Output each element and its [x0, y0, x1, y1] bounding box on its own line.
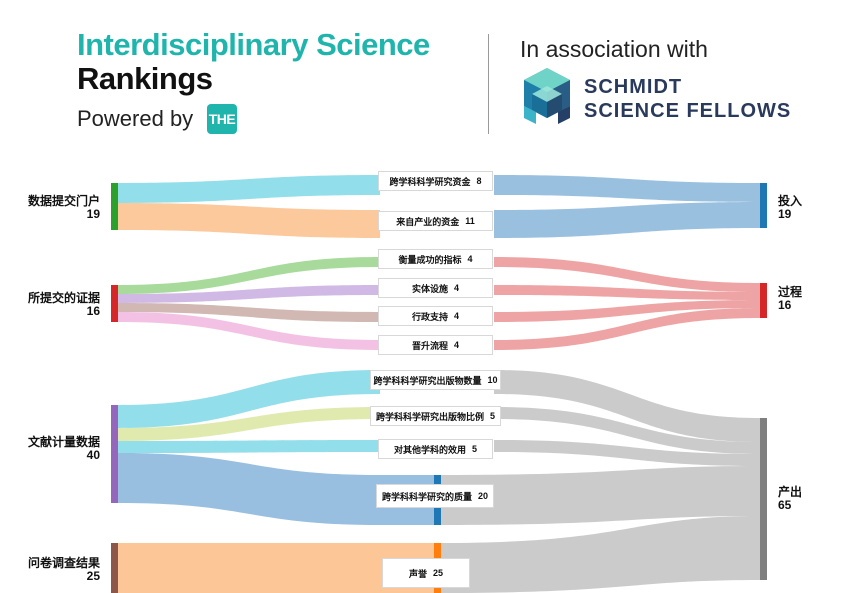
link-pubcount-to-output — [494, 370, 760, 442]
link-biblio-to-pubratio — [118, 407, 380, 441]
indicator-box: 跨学科科学研究资金 8 — [378, 171, 493, 191]
indicator-box: 晋升流程 4 — [378, 335, 493, 355]
link-evidence-to-metrics — [118, 257, 380, 294]
link-admin-to-process — [494, 300, 760, 322]
link-survey-to-reputation — [118, 543, 436, 593]
link-biblio-to-quality — [118, 453, 436, 525]
indicator-box: 对其他学科的效用 5 — [378, 439, 493, 459]
link-evidence-to-admin — [118, 303, 380, 322]
sankey-flows — [111, 175, 767, 593]
link-evidence-to-promotion — [118, 312, 380, 350]
page-header: Interdisciplinary Science Rankings Power… — [0, 0, 845, 150]
link-industry-to-input — [494, 202, 760, 238]
pillar-label-process: 过程 16 — [778, 285, 803, 312]
pillar-label-output: 产出 65 — [778, 485, 803, 512]
link-biblio-to-pubcount — [118, 370, 380, 428]
link-funding-to-input — [494, 175, 760, 202]
node-evidence — [111, 285, 118, 322]
powered-by-text: Powered by — [77, 106, 194, 131]
node-portal — [111, 183, 118, 230]
indicator-box: 衡量成功的指标 4 — [378, 249, 493, 269]
source-label-biblio: 文献计量数据 40 — [28, 435, 101, 462]
source-label-portal: 数据提交门户 19 — [28, 194, 101, 221]
association-text: In association with — [520, 36, 708, 62]
sankey-diagram: 数据提交门户 19 所提交的证据 16 文献计量数据 40 问卷调查结果 25 … — [0, 150, 845, 593]
rankings-title-line1: Interdisciplinary Science — [77, 27, 430, 62]
link-reputation-to-output — [440, 516, 760, 593]
link-pubratio-to-output — [494, 407, 760, 454]
the-logo: THE — [207, 104, 237, 134]
link-portal-to-industry — [118, 203, 380, 238]
node-output — [760, 418, 767, 580]
partner-name-line2: SCIENCE FELLOWS — [584, 100, 792, 122]
schmidt-cube-logo-icon — [524, 68, 570, 124]
node-input — [760, 183, 767, 228]
link-biblio-to-utility — [118, 440, 380, 453]
link-utility-to-output — [494, 440, 760, 466]
source-label-survey: 问卷调查结果 25 — [28, 556, 101, 583]
rankings-title-line2: Rankings — [77, 61, 213, 96]
node-process — [760, 283, 767, 318]
indicator-box: 跨学科科学研究出版物数量 10 — [370, 370, 501, 390]
indicator-box: 实体设施 4 — [378, 278, 493, 298]
link-quality-to-output — [440, 466, 760, 525]
indicator-box: 跨学科科学研究的质量 20 — [376, 484, 494, 508]
node-biblio — [111, 405, 118, 503]
header-divider — [488, 34, 489, 134]
link-promotion-to-process — [494, 308, 760, 350]
indicator-box: 跨学科科学研究出版物比例 5 — [370, 406, 501, 426]
indicator-box: 来自产业的资金 11 — [378, 211, 493, 231]
link-evidence-to-facilities — [118, 285, 380, 303]
node-survey — [111, 543, 118, 593]
link-portal-to-funding — [118, 175, 380, 203]
partner-name-line1: SCHMIDT — [584, 76, 683, 98]
link-facilities-to-process — [494, 285, 760, 300]
indicator-box: 行政支持 4 — [378, 306, 493, 326]
indicator-box: 声誉 25 — [382, 558, 470, 588]
pillar-label-input: 投入 19 — [778, 194, 803, 221]
link-metrics-to-process — [494, 257, 760, 292]
source-label-evidence: 所提交的证据 16 — [28, 291, 101, 318]
